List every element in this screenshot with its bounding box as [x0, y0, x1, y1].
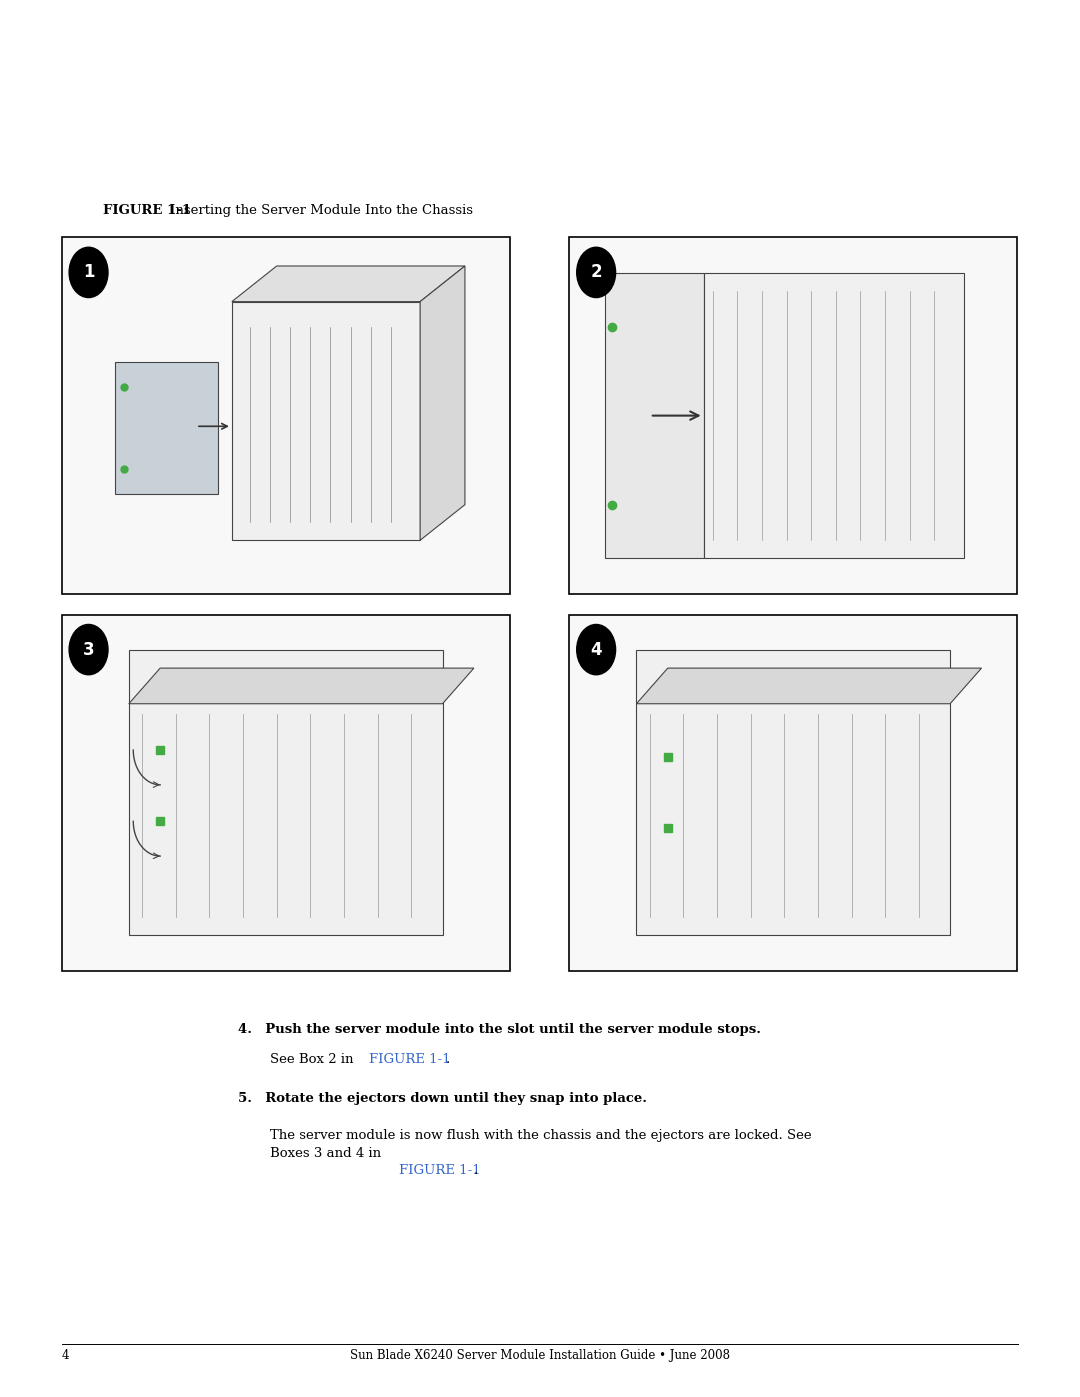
Text: .: . — [474, 1164, 478, 1176]
Polygon shape — [636, 668, 982, 704]
Text: FIGURE 1-1: FIGURE 1-1 — [369, 1053, 451, 1066]
Text: See Box 2 in: See Box 2 in — [270, 1053, 357, 1066]
Text: FIGURE 1-1: FIGURE 1-1 — [103, 204, 191, 217]
Polygon shape — [605, 274, 704, 559]
FancyBboxPatch shape — [62, 237, 510, 594]
Text: 4: 4 — [62, 1350, 69, 1362]
Polygon shape — [116, 362, 218, 495]
Text: 3: 3 — [83, 641, 94, 658]
Text: Sun Blade X6240 Server Module Installation Guide • June 2008: Sun Blade X6240 Server Module Installati… — [350, 1350, 730, 1362]
Polygon shape — [232, 265, 464, 302]
Polygon shape — [704, 274, 963, 559]
FancyBboxPatch shape — [569, 237, 1017, 594]
FancyBboxPatch shape — [569, 615, 1017, 971]
Circle shape — [577, 247, 616, 298]
Polygon shape — [129, 651, 443, 936]
Text: 1: 1 — [83, 264, 94, 281]
Polygon shape — [420, 265, 464, 541]
Text: 4. Push the server module into the slot until the server module stops.: 4. Push the server module into the slot … — [238, 1023, 760, 1035]
Text: FIGURE 1-1: FIGURE 1-1 — [399, 1164, 481, 1176]
Polygon shape — [636, 651, 950, 936]
Polygon shape — [129, 668, 474, 704]
Text: 5. Rotate the ejectors down until they snap into place.: 5. Rotate the ejectors down until they s… — [238, 1092, 647, 1105]
Text: 2: 2 — [591, 264, 602, 281]
Text: .: . — [446, 1053, 450, 1066]
Text: 4: 4 — [591, 641, 602, 658]
Circle shape — [577, 624, 616, 675]
Polygon shape — [232, 302, 420, 541]
Text: The server module is now flush with the chassis and the ejectors are locked. See: The server module is now flush with the … — [270, 1129, 812, 1160]
FancyBboxPatch shape — [62, 615, 510, 971]
Circle shape — [69, 624, 108, 675]
Text: Inserting the Server Module Into the Chassis: Inserting the Server Module Into the Cha… — [170, 204, 473, 217]
Circle shape — [69, 247, 108, 298]
